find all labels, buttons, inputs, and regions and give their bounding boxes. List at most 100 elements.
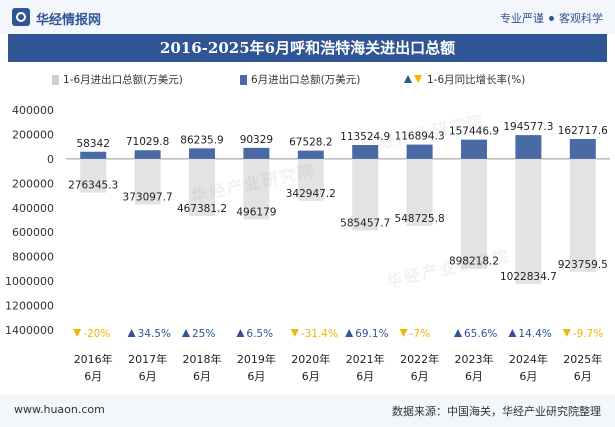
x-category-label: 2024年 xyxy=(509,352,548,366)
y-tick-label: 1200000 xyxy=(5,300,54,313)
y-tick-label: 0 xyxy=(47,153,54,166)
data-label-june: 58342 xyxy=(76,138,109,150)
legend-swatch-total xyxy=(52,75,59,85)
x-category-label: 6月 xyxy=(139,370,157,383)
growth-rate-label: 14.4% xyxy=(518,328,551,340)
x-category-label: 2016年 xyxy=(74,352,113,366)
x-category-label: 6月 xyxy=(247,370,265,383)
legend-triangle-up-icon xyxy=(404,75,412,83)
data-label-total: 923759.5 xyxy=(558,259,608,271)
growth-up-triangle-icon xyxy=(127,329,136,337)
legend-label-month: 6月进出口总额(万美元) xyxy=(251,73,360,86)
x-category-label: 2022年 xyxy=(400,352,439,366)
growth-rate-label: 65.6% xyxy=(464,328,497,340)
x-category-label: 6月 xyxy=(84,370,102,383)
growth-down-triangle-icon xyxy=(290,329,299,337)
x-category-label: 2020年 xyxy=(291,352,330,366)
footer: www.huaon.com 数据来源：中国海关，华经产业研究院整理 xyxy=(0,395,615,427)
x-category-label: 6月 xyxy=(465,370,483,383)
y-tick-label: 400000 xyxy=(12,104,54,117)
data-label-total: 276345.3 xyxy=(68,180,118,192)
bar-total-jan-jun xyxy=(352,158,379,231)
growth-down-triangle-icon xyxy=(562,329,571,337)
bar-total-jan-jun xyxy=(80,158,107,193)
data-label-total: 548725.8 xyxy=(395,213,445,225)
growth-up-triangle-icon xyxy=(345,329,354,337)
bar-total-jan-jun xyxy=(297,158,324,201)
bar-total-jan-jun xyxy=(134,158,161,205)
x-category-label: 6月 xyxy=(302,370,320,383)
x-category-label: 6月 xyxy=(411,370,429,383)
growth-rate-label: 34.5% xyxy=(138,328,171,340)
bar-total-jan-jun xyxy=(243,158,270,220)
bar-june xyxy=(352,145,379,159)
data-label-total: 585457.7 xyxy=(340,217,390,229)
x-category-label: 6月 xyxy=(356,370,374,383)
legend-label-growth: 1-6月同比增长率(%) xyxy=(427,73,525,86)
growth-rate-label: -31.4% xyxy=(301,328,338,340)
top-bar: 华经情报网 专业严谨 客观科学 xyxy=(0,0,615,34)
growth-rate-label: 25% xyxy=(192,328,215,340)
data-label-june: 90329 xyxy=(240,134,273,146)
chart-area: 1-6月进出口总额(万美元) 6月进出口总额(万美元) 1-6月同比增长率(%) 40… xyxy=(5,73,610,383)
data-label-total: 467381.2 xyxy=(177,203,227,215)
data-label-june: 162717.6 xyxy=(558,125,608,137)
bar-june xyxy=(515,135,542,159)
y-tick-label: 200000 xyxy=(12,128,54,141)
bar-june xyxy=(189,148,215,159)
growth-rate-label: -20% xyxy=(83,328,110,340)
brand-name: 华经情报网 xyxy=(36,13,102,28)
y-tick-label: 600000 xyxy=(12,226,54,239)
data-source: 数据来源：中国海关，华经产业研究院整理 xyxy=(392,405,601,418)
x-category-label: 6月 xyxy=(574,370,592,383)
growth-rate-label: -7% xyxy=(410,328,430,340)
bar-june xyxy=(134,150,161,159)
y-tick-label: 1000000 xyxy=(5,275,54,288)
growth-rate-label: 69.1% xyxy=(355,328,388,340)
data-label-total: 1022834.7 xyxy=(500,271,557,283)
tagline-2: 客观科学 xyxy=(559,12,603,25)
data-label-total: 373097.7 xyxy=(123,191,173,203)
bar-june xyxy=(569,139,596,159)
data-label-june: 67528.2 xyxy=(289,137,332,149)
x-category-label: 2017年 xyxy=(128,352,167,366)
y-tick-label: 400000 xyxy=(12,202,54,215)
x-category-label: 6月 xyxy=(519,370,537,383)
growth-down-triangle-icon xyxy=(399,329,408,337)
x-category-label: 2021年 xyxy=(346,352,385,366)
chart-title: 2016-2025年6月呼和浩特海关进出口总额 xyxy=(8,34,607,62)
growth-down-triangle-icon xyxy=(73,329,82,337)
tagline-1: 专业严谨 xyxy=(500,12,544,25)
data-label-total: 496179 xyxy=(236,207,276,219)
data-label-total: 342947.2 xyxy=(286,188,336,200)
bar-total-jan-jun xyxy=(515,158,542,284)
y-tick-label: 200000 xyxy=(12,177,54,190)
legend-swatch-month xyxy=(240,75,247,85)
growth-rate-label: -9.7% xyxy=(573,328,603,340)
brand-logo-icon xyxy=(12,8,30,26)
x-category-label: 6月 xyxy=(193,370,211,383)
data-label-june: 157446.9 xyxy=(449,126,499,138)
bar-total-jan-jun xyxy=(189,158,215,217)
bar-june xyxy=(406,144,433,159)
x-category-label: 2019年 xyxy=(237,352,276,366)
tagline: 专业严谨 客观科学 xyxy=(500,10,603,26)
x-category-label: 2018年 xyxy=(183,352,222,366)
data-label-june: 86235.9 xyxy=(180,134,223,146)
bar-total-jan-jun xyxy=(569,158,596,272)
x-category-label: 2023年 xyxy=(455,352,494,366)
growth-up-triangle-icon xyxy=(236,329,245,337)
data-label-june: 71029.8 xyxy=(126,136,169,148)
bar-total-jan-jun xyxy=(406,158,433,226)
data-label-june: 194577.3 xyxy=(503,121,553,133)
bar-june xyxy=(243,147,270,159)
data-label-june: 113524.9 xyxy=(340,131,390,143)
legend-triangle-down-icon xyxy=(414,75,422,83)
x-category-label: 2025年 xyxy=(563,352,602,366)
bar-total-jan-jun xyxy=(461,158,487,269)
growth-rate-label: 6.5% xyxy=(246,328,273,340)
y-tick-label: 800000 xyxy=(12,251,54,264)
legend-label-total: 1-6月进出口总额(万美元) xyxy=(63,73,183,86)
y-tick-label: 1400000 xyxy=(5,324,54,337)
site-url: www.huaon.com xyxy=(14,403,105,416)
